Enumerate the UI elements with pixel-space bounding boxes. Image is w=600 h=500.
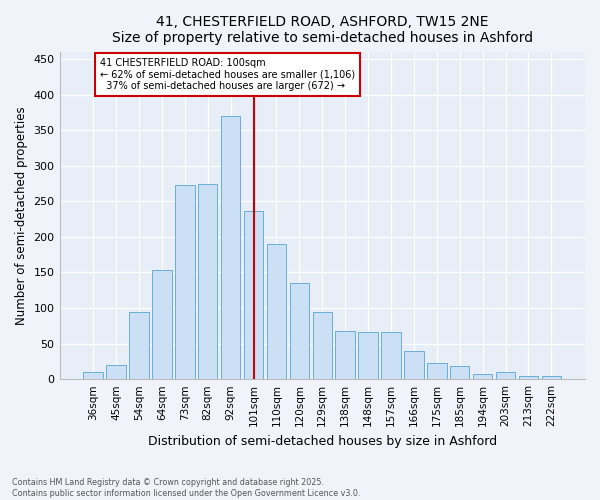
Y-axis label: Number of semi-detached properties: Number of semi-detached properties [15, 106, 28, 325]
Bar [175, 185, 194, 379]
Bar [313, 312, 332, 379]
Bar [106, 365, 126, 379]
Bar [404, 350, 424, 379]
X-axis label: Distribution of semi-detached houses by size in Ashford: Distribution of semi-detached houses by … [148, 434, 497, 448]
Bar [358, 332, 378, 379]
Bar [381, 332, 401, 379]
Title: 41, CHESTERFIELD ROAD, ASHFORD, TW15 2NE
Size of property relative to semi-detac: 41, CHESTERFIELD ROAD, ASHFORD, TW15 2NE… [112, 15, 533, 45]
Bar [335, 331, 355, 379]
Bar [83, 372, 103, 379]
Bar [450, 366, 469, 379]
Text: 41 CHESTERFIELD ROAD: 100sqm
← 62% of semi-detached houses are smaller (1,106)
 : 41 CHESTERFIELD ROAD: 100sqm ← 62% of se… [100, 58, 355, 91]
Bar [221, 116, 241, 379]
Bar [129, 312, 149, 379]
Text: Contains HM Land Registry data © Crown copyright and database right 2025.
Contai: Contains HM Land Registry data © Crown c… [12, 478, 361, 498]
Bar [290, 283, 309, 379]
Bar [496, 372, 515, 379]
Bar [473, 374, 493, 379]
Bar [542, 376, 561, 379]
Bar [198, 184, 217, 379]
Bar [244, 210, 263, 379]
Bar [519, 376, 538, 379]
Bar [427, 363, 446, 379]
Bar [152, 270, 172, 379]
Bar [267, 244, 286, 379]
